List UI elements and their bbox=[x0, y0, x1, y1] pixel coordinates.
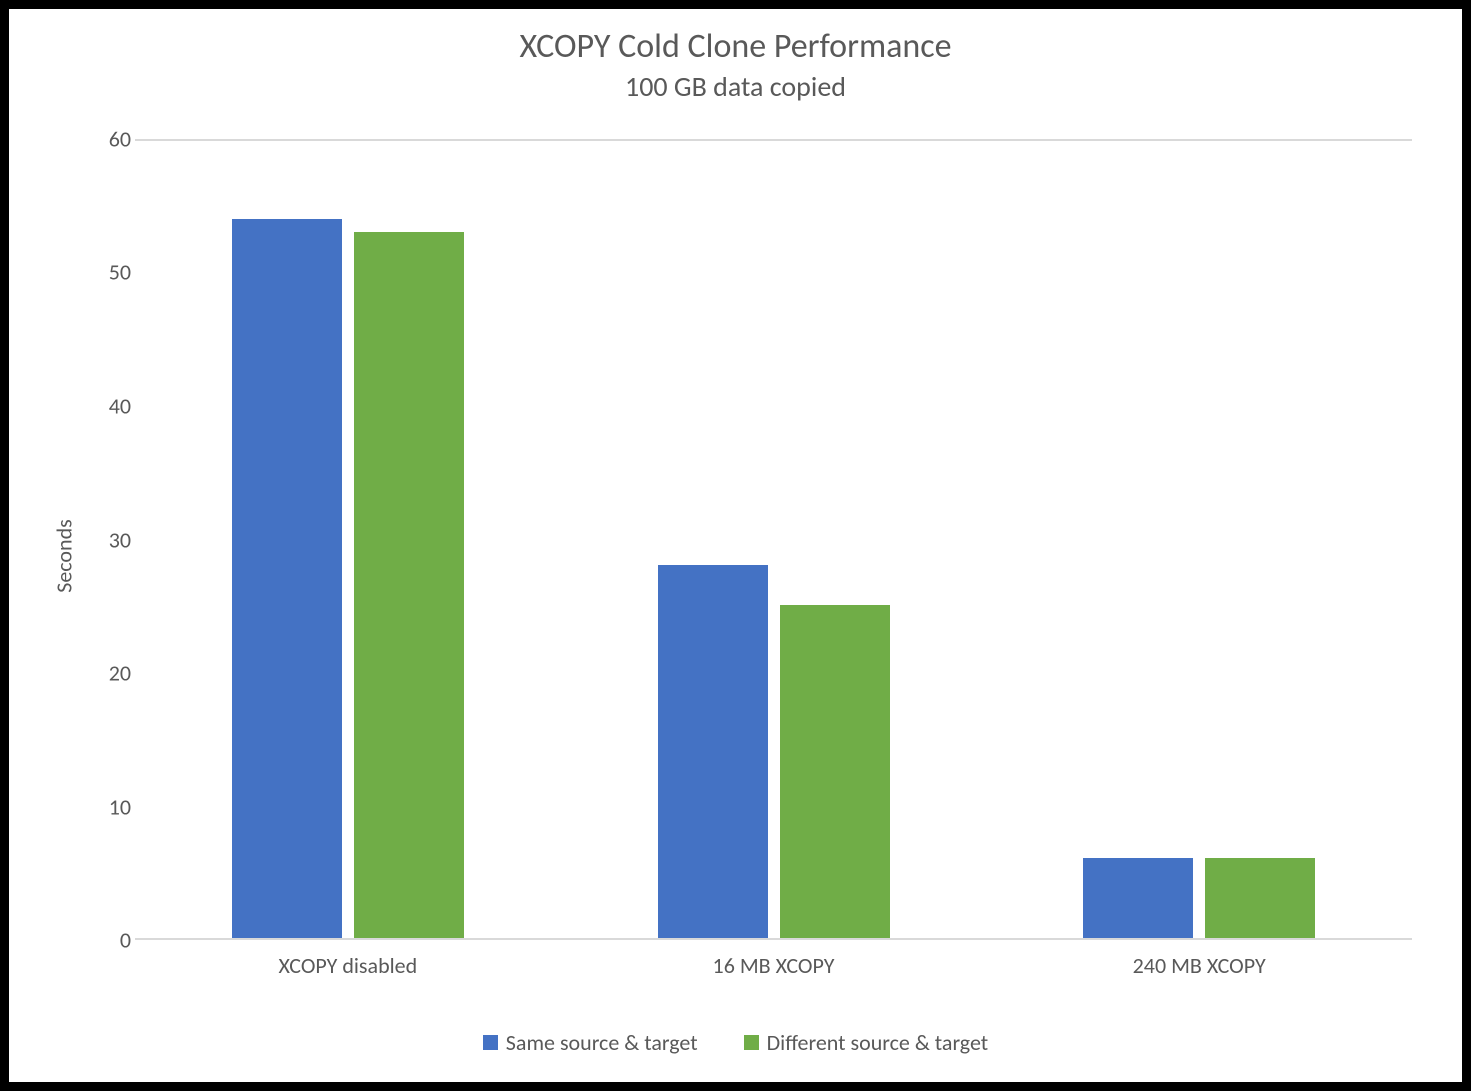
y-tick-label: 0 bbox=[91, 927, 131, 954]
chart-title: XCOPY Cold Clone Performance bbox=[9, 27, 1462, 68]
y-tick-label: 40 bbox=[91, 392, 131, 419]
bar bbox=[232, 219, 342, 938]
y-tick-label: 30 bbox=[91, 526, 131, 553]
bar bbox=[1083, 858, 1193, 938]
bar-group bbox=[135, 139, 561, 938]
x-labels: XCOPY disabled16 MB XCOPY240 MB XCOPY bbox=[135, 942, 1412, 982]
plot-area bbox=[135, 139, 1412, 940]
legend-label: Same source & target bbox=[506, 1029, 698, 1056]
bar bbox=[1205, 858, 1315, 938]
legend-item: Different source & target bbox=[744, 1029, 989, 1056]
x-tick-label: 16 MB XCOPY bbox=[561, 942, 987, 982]
x-tick-label: 240 MB XCOPY bbox=[986, 942, 1412, 982]
legend-label: Different source & target bbox=[767, 1029, 989, 1056]
chart-frame: XCOPY Cold Clone Performance 100 GB data… bbox=[0, 0, 1471, 1091]
bar-group bbox=[561, 139, 987, 938]
chart-subtitle: 100 GB data copied bbox=[9, 70, 1462, 104]
bar bbox=[354, 232, 464, 938]
legend-swatch bbox=[483, 1035, 498, 1050]
x-tick-label: XCOPY disabled bbox=[135, 942, 561, 982]
legend-swatch bbox=[744, 1035, 759, 1050]
legend-item: Same source & target bbox=[483, 1029, 698, 1056]
chart-titles: XCOPY Cold Clone Performance 100 GB data… bbox=[9, 9, 1462, 103]
y-axis-label: Seconds bbox=[50, 519, 77, 593]
bar bbox=[780, 605, 890, 938]
chart-area: Seconds 0102030405060 XCOPY disabled16 M… bbox=[67, 129, 1422, 982]
y-tick-label: 50 bbox=[91, 259, 131, 286]
y-tick-label: 60 bbox=[91, 126, 131, 153]
legend: Same source & target Different source & t… bbox=[9, 1029, 1462, 1056]
bar-groups bbox=[135, 139, 1412, 938]
bar-group bbox=[986, 139, 1412, 938]
bar bbox=[658, 565, 768, 938]
y-tick-label: 10 bbox=[91, 793, 131, 820]
y-tick-label: 20 bbox=[91, 659, 131, 686]
